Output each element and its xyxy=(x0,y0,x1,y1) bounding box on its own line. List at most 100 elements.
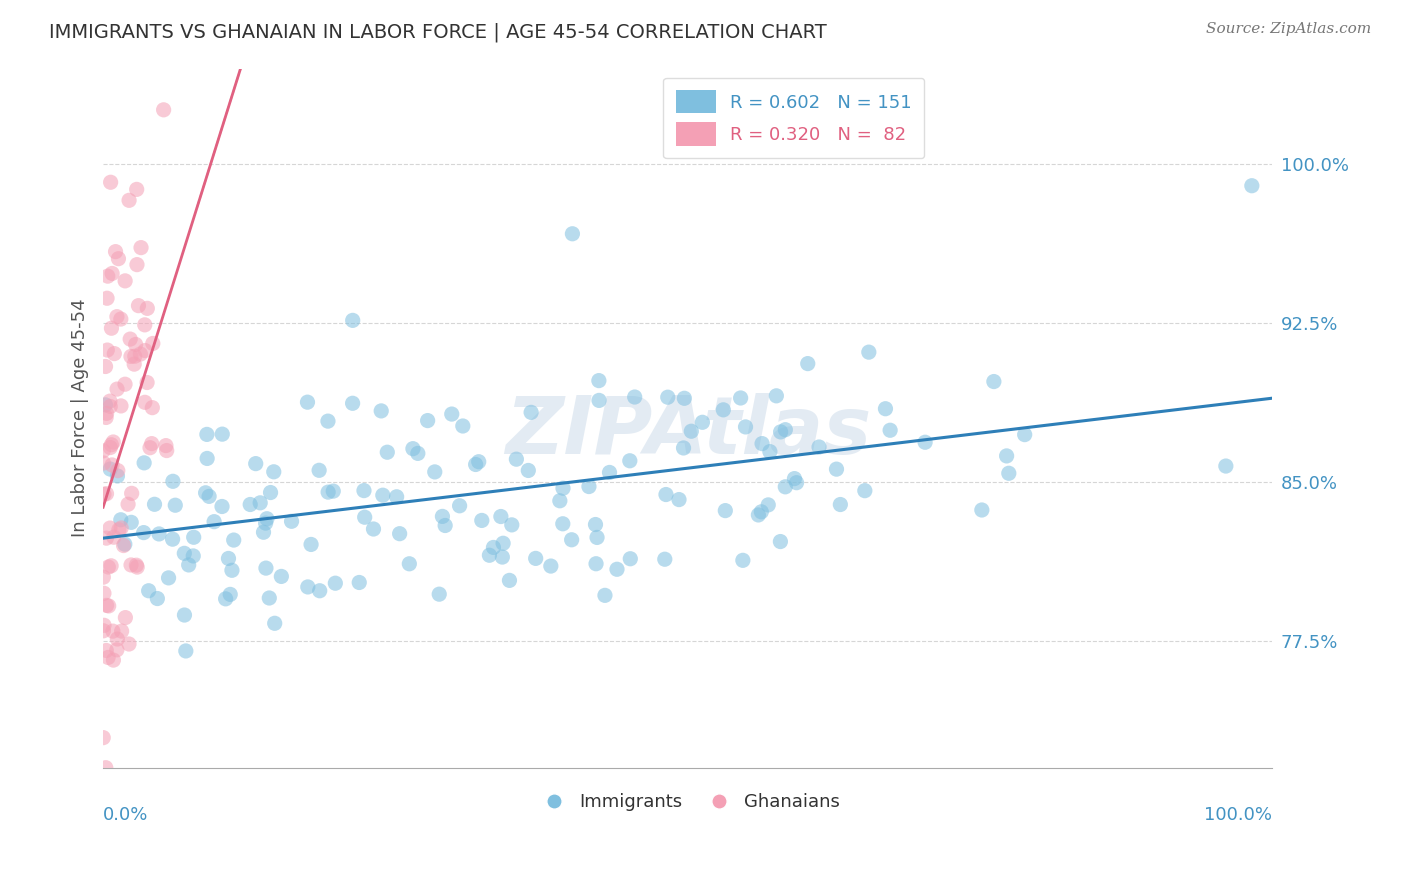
Point xyxy=(125,182,148,196)
Point xyxy=(94,359,117,374)
Point xyxy=(105,382,128,396)
Point xyxy=(127,299,149,313)
Point xyxy=(808,440,831,454)
Point xyxy=(879,423,901,437)
Point xyxy=(107,464,129,478)
Point xyxy=(830,498,852,512)
Point xyxy=(129,347,152,361)
Point xyxy=(118,637,141,651)
Point xyxy=(353,483,375,498)
Point xyxy=(96,486,118,500)
Point xyxy=(141,401,163,415)
Point xyxy=(1240,178,1263,193)
Point xyxy=(93,487,115,501)
Point xyxy=(853,483,876,498)
Point xyxy=(118,194,141,208)
Point xyxy=(174,644,197,658)
Point xyxy=(756,498,779,512)
Point xyxy=(1014,427,1036,442)
Point xyxy=(120,350,142,364)
Point xyxy=(498,574,520,588)
Point xyxy=(914,435,936,450)
Point xyxy=(211,427,233,442)
Point xyxy=(98,394,121,409)
Point xyxy=(103,346,125,360)
Point xyxy=(524,551,547,566)
Point xyxy=(375,445,398,459)
Point xyxy=(93,586,115,600)
Point xyxy=(263,616,285,631)
Point xyxy=(107,469,129,483)
Point xyxy=(858,345,880,359)
Point xyxy=(308,583,330,598)
Point xyxy=(769,534,792,549)
Point xyxy=(134,318,156,332)
Point xyxy=(606,562,628,576)
Point xyxy=(98,441,121,455)
Point xyxy=(388,526,411,541)
Point xyxy=(270,569,292,583)
Point xyxy=(93,618,115,632)
Point xyxy=(995,449,1018,463)
Point xyxy=(101,624,124,639)
Point xyxy=(825,462,848,476)
Point xyxy=(136,301,159,316)
Point xyxy=(427,587,450,601)
Point xyxy=(797,357,820,371)
Point xyxy=(221,563,243,577)
Point xyxy=(129,241,152,255)
Point xyxy=(353,510,375,524)
Point xyxy=(120,332,142,346)
Point xyxy=(586,531,609,545)
Point xyxy=(124,349,146,363)
Point xyxy=(482,541,505,555)
Point xyxy=(214,591,236,606)
Point xyxy=(599,466,621,480)
Point xyxy=(668,492,690,507)
Point xyxy=(249,496,271,510)
Point xyxy=(110,624,132,639)
Point xyxy=(100,558,122,573)
Point xyxy=(588,393,610,408)
Point xyxy=(198,489,221,503)
Point xyxy=(751,436,773,450)
Point xyxy=(998,467,1021,481)
Point xyxy=(222,533,245,547)
Text: ZIPAtlas: ZIPAtlas xyxy=(505,393,870,471)
Point xyxy=(152,103,174,117)
Point xyxy=(245,457,267,471)
Point xyxy=(134,395,156,409)
Point xyxy=(202,515,225,529)
Point xyxy=(434,518,457,533)
Point xyxy=(432,509,454,524)
Point xyxy=(211,500,233,514)
Point xyxy=(551,481,574,495)
Point xyxy=(108,523,131,537)
Point xyxy=(97,269,120,284)
Point xyxy=(96,643,118,657)
Point xyxy=(162,475,184,489)
Point xyxy=(141,436,163,450)
Point xyxy=(98,521,121,535)
Point xyxy=(157,571,180,585)
Point xyxy=(103,435,125,450)
Point xyxy=(114,537,136,551)
Point xyxy=(91,570,114,584)
Point xyxy=(588,374,610,388)
Point xyxy=(416,414,439,428)
Point xyxy=(308,463,330,477)
Point xyxy=(138,583,160,598)
Point xyxy=(520,405,543,419)
Point xyxy=(91,443,114,458)
Point xyxy=(110,399,132,413)
Point xyxy=(619,454,641,468)
Point xyxy=(749,505,772,519)
Point xyxy=(96,343,118,357)
Point xyxy=(98,462,121,476)
Point xyxy=(112,539,135,553)
Point xyxy=(96,531,118,545)
Point xyxy=(561,533,583,547)
Point xyxy=(101,458,124,472)
Point xyxy=(105,632,128,646)
Point xyxy=(370,404,392,418)
